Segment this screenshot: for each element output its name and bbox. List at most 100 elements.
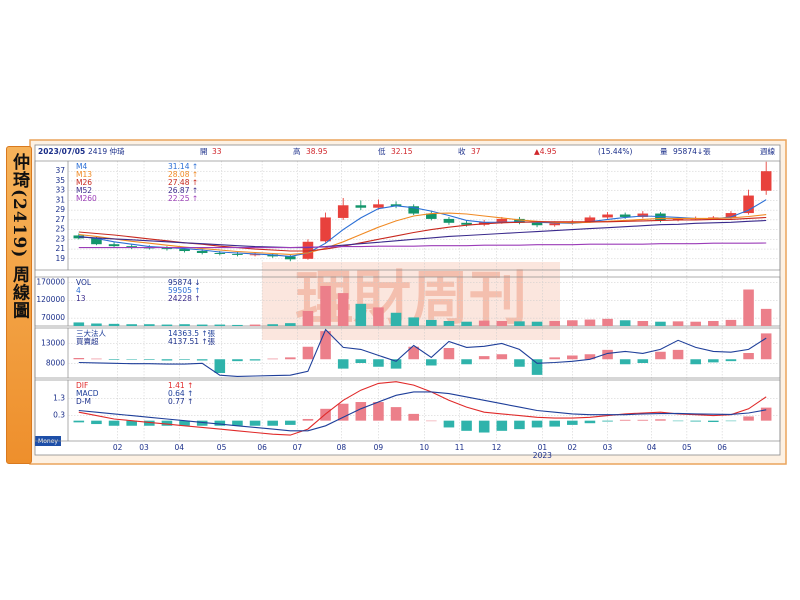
- x-tick-label: 01: [538, 443, 548, 452]
- bar: [126, 420, 137, 426]
- bar: [373, 359, 384, 367]
- bar: [478, 420, 490, 433]
- bar: [461, 359, 472, 365]
- header-label: 高: [293, 146, 301, 156]
- legend-name: 三大法人: [76, 328, 106, 338]
- bar: [478, 356, 490, 360]
- volume-bar: [443, 320, 455, 326]
- bar: [232, 359, 243, 362]
- legend-value: 24228 ↑: [168, 294, 201, 303]
- bar: [302, 418, 314, 421]
- candle-body: [426, 213, 437, 219]
- header-value: 95874↓張: [673, 147, 711, 156]
- y-tick-label: 120000: [36, 295, 65, 304]
- panel-frame: [34, 327, 781, 379]
- volume-bar: [196, 324, 208, 326]
- x-tick-label: 06: [717, 443, 727, 452]
- y-tick-label: 25: [55, 225, 65, 234]
- bar: [285, 357, 296, 360]
- bar: [91, 420, 102, 425]
- bar: [496, 420, 508, 431]
- line-series: [78, 391, 767, 432]
- line-series: [78, 381, 767, 436]
- candle-body: [725, 213, 737, 218]
- y-tick-label: 27: [55, 215, 65, 224]
- legend-value: 26.87 ↑: [168, 186, 198, 195]
- bar: [760, 333, 772, 360]
- header-stock: 2419 仲琦: [88, 146, 125, 156]
- bar: [637, 419, 649, 421]
- bar: [567, 355, 578, 360]
- bar: [514, 420, 525, 430]
- bar: [390, 407, 402, 421]
- bar: [708, 359, 719, 363]
- x-tick-label: 05: [217, 443, 227, 452]
- candle-body: [108, 244, 120, 247]
- candle-body: [584, 217, 596, 222]
- y-tick-label: 1.3: [53, 394, 65, 403]
- x-tick-label: 10: [419, 443, 429, 452]
- legend-name: M52: [76, 186, 92, 195]
- candle-body: [443, 218, 455, 223]
- legend-value: 31.14 ↑: [168, 162, 198, 171]
- volume-bar: [743, 289, 754, 326]
- y-tick-label: 29: [55, 205, 65, 214]
- bar: [285, 420, 296, 425]
- y-tick-label: 37: [55, 166, 65, 175]
- bar: [743, 416, 754, 421]
- volume-bar: [108, 323, 120, 326]
- bar: [531, 420, 543, 428]
- volume-bar: [602, 318, 613, 326]
- candle-body: [461, 222, 472, 225]
- bar: [584, 420, 596, 424]
- legend-name: M4: [76, 162, 87, 171]
- volume-bar: [408, 317, 419, 326]
- bar: [672, 420, 684, 422]
- bar: [602, 420, 613, 422]
- line-series: [78, 219, 767, 249]
- volume-bar: [760, 308, 772, 326]
- bar: [179, 420, 190, 426]
- bar: [760, 407, 772, 421]
- header-value: 32.15: [391, 147, 413, 156]
- bar: [337, 359, 349, 369]
- x-tick-label: 02: [568, 443, 578, 452]
- bar: [390, 359, 402, 369]
- legend-name: MACD: [76, 389, 99, 398]
- volume-bar: [619, 320, 631, 326]
- legend-value: 27.48 ↑: [168, 178, 198, 187]
- volume-bar: [214, 324, 226, 326]
- y-tick-label: 170000: [36, 277, 65, 286]
- bar: [126, 359, 137, 360]
- bar: [743, 353, 754, 360]
- bar: [549, 420, 560, 427]
- candle-body: [249, 254, 261, 256]
- bar: [249, 420, 261, 426]
- bar: [355, 359, 367, 363]
- panel-frame: [34, 160, 781, 271]
- bar: [567, 420, 578, 425]
- candle-body: [91, 238, 102, 245]
- volume-bar: [355, 303, 367, 326]
- y-tick-label: 21: [55, 244, 65, 253]
- header-label: 低: [378, 146, 386, 156]
- legend-value: 59505 ↑: [168, 286, 201, 295]
- volume-bar: [126, 324, 137, 326]
- x-tick-label: 02: [113, 443, 123, 452]
- candle-body: [285, 256, 296, 260]
- volume-bar: [514, 321, 525, 326]
- volume-bar: [285, 323, 296, 326]
- volume-bar: [320, 285, 331, 326]
- bar: [514, 359, 525, 367]
- bar: [144, 420, 155, 426]
- candle-body: [337, 205, 349, 218]
- volume-bar: [144, 324, 155, 326]
- volume-bar: [567, 320, 578, 326]
- legend-value: 1.41 ↑: [168, 381, 193, 390]
- candle-body: [531, 222, 543, 226]
- bar: [108, 359, 120, 360]
- bar: [655, 419, 666, 421]
- legend-value: 28.08 ↑: [168, 170, 198, 179]
- legend-name: M26: [76, 178, 92, 187]
